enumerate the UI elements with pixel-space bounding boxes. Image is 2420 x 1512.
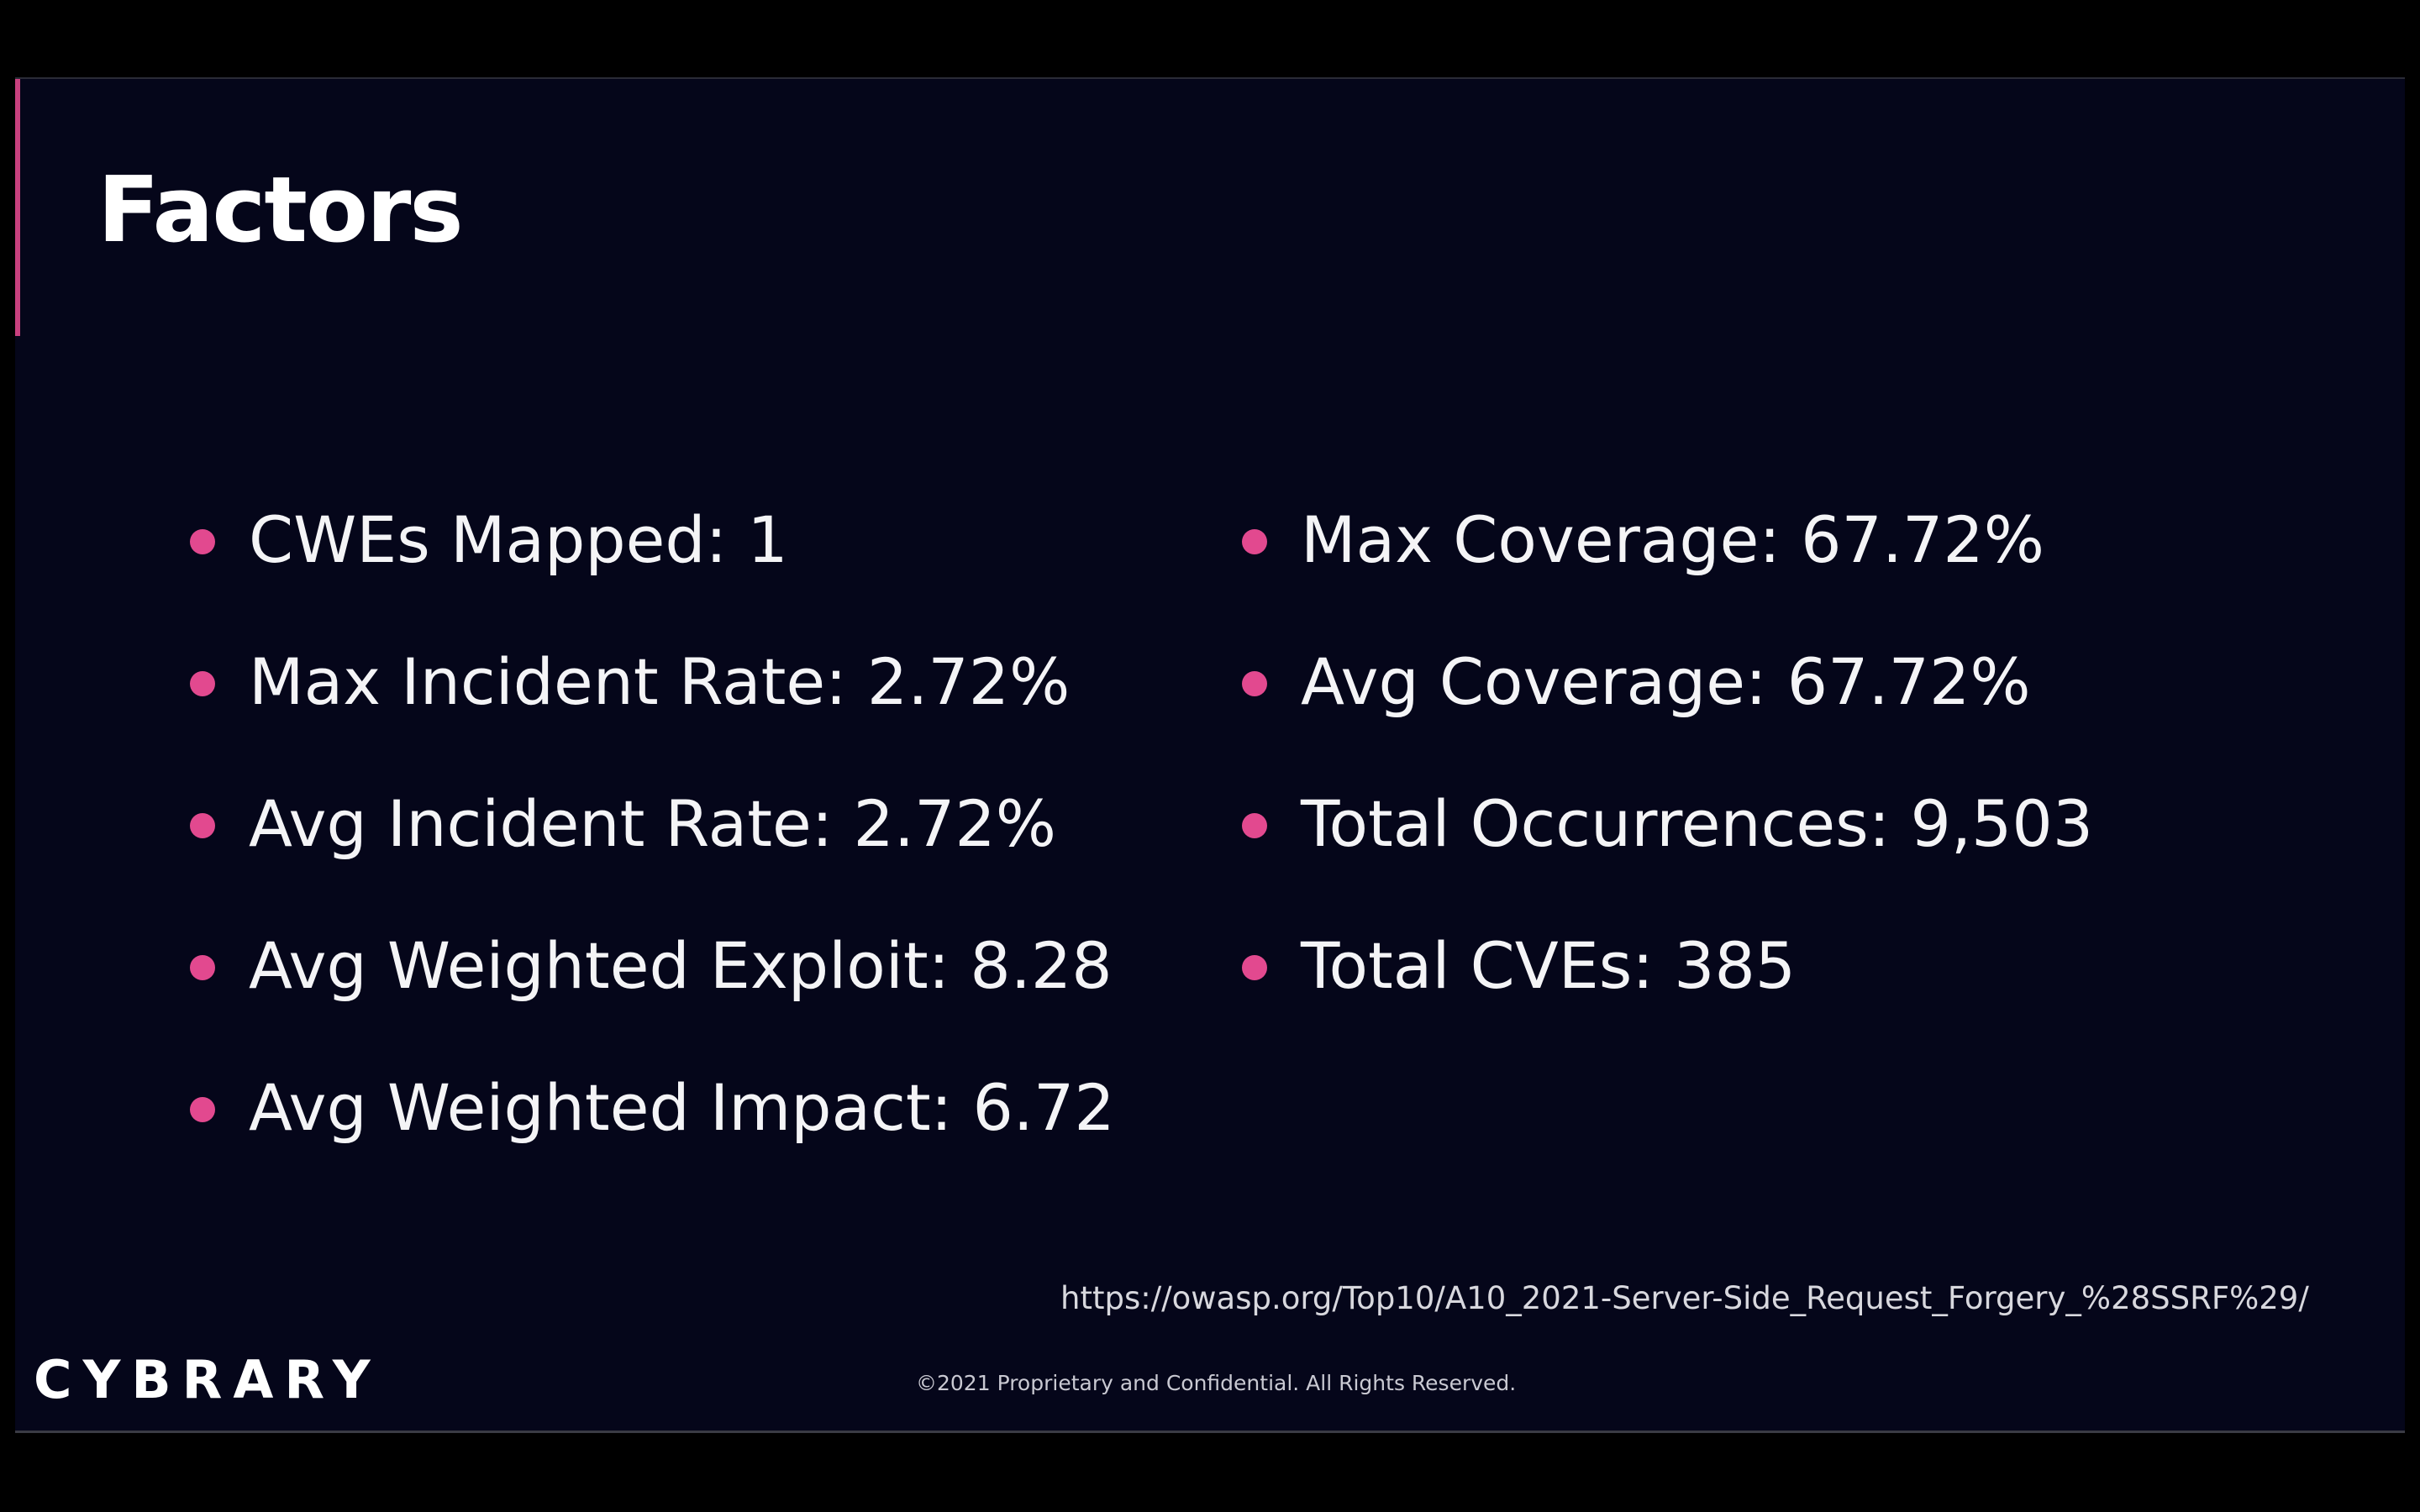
source-link[interactable]: https://owasp.org/Top10/A10_2021-Server-…	[1060, 1280, 2309, 1316]
cybrary-logo: CYBRARY	[34, 1349, 381, 1410]
list-item: Avg Coverage: 67.72%	[1242, 641, 2093, 783]
list-item: Max Incident Rate: 2.72%	[190, 641, 1115, 783]
factor-avg-coverage: Avg Coverage: 67.72%	[1301, 644, 2031, 719]
bullet-dot-icon	[190, 813, 215, 838]
presentation-slide: Factors CWEs Mapped: 1 Max Incident Rate…	[15, 77, 2405, 1433]
bullet-dot-icon	[1242, 955, 1267, 980]
accent-bar	[15, 79, 20, 336]
list-item: Avg Weighted Exploit: 8.28	[190, 925, 1115, 1067]
factor-avg-weighted-exploit: Avg Weighted Exploit: 8.28	[249, 928, 1113, 1003]
list-item: Total CVEs: 385	[1242, 925, 2093, 1067]
list-item: Avg Weighted Impact: 6.72	[190, 1067, 1115, 1209]
bullet-dot-icon	[190, 529, 215, 554]
bullet-dot-icon	[190, 671, 215, 696]
list-item: CWEs Mapped: 1	[190, 499, 1115, 641]
factor-max-coverage: Max Coverage: 67.72%	[1301, 502, 2044, 577]
bullet-dot-icon	[190, 1097, 215, 1122]
copyright-notice: ©2021 Proprietary and Confidential. All …	[916, 1371, 1517, 1395]
factor-max-incident-rate: Max Incident Rate: 2.72%	[249, 644, 1071, 719]
factor-total-occurrences: Total Occurrences: 9,503	[1301, 786, 2094, 861]
list-item: Total Occurrences: 9,503	[1242, 783, 2093, 925]
bullet-dot-icon	[1242, 671, 1267, 696]
bullet-dot-icon	[190, 955, 215, 980]
bullet-dot-icon	[1242, 529, 1267, 554]
factor-avg-weighted-impact: Avg Weighted Impact: 6.72	[249, 1070, 1115, 1145]
factor-total-cves: Total CVEs: 385	[1301, 928, 1797, 1003]
factors-list-left: CWEs Mapped: 1 Max Incident Rate: 2.72% …	[190, 499, 1115, 1209]
list-item: Avg Incident Rate: 2.72%	[190, 783, 1115, 925]
factors-list-right: Max Coverage: 67.72% Avg Coverage: 67.72…	[1242, 499, 2093, 1067]
slide-title: Factors	[97, 158, 464, 263]
factor-cwes-mapped: CWEs Mapped: 1	[249, 502, 788, 577]
bullet-dot-icon	[1242, 813, 1267, 838]
factor-avg-incident-rate: Avg Incident Rate: 2.72%	[249, 786, 1056, 861]
list-item: Max Coverage: 67.72%	[1242, 499, 2093, 641]
